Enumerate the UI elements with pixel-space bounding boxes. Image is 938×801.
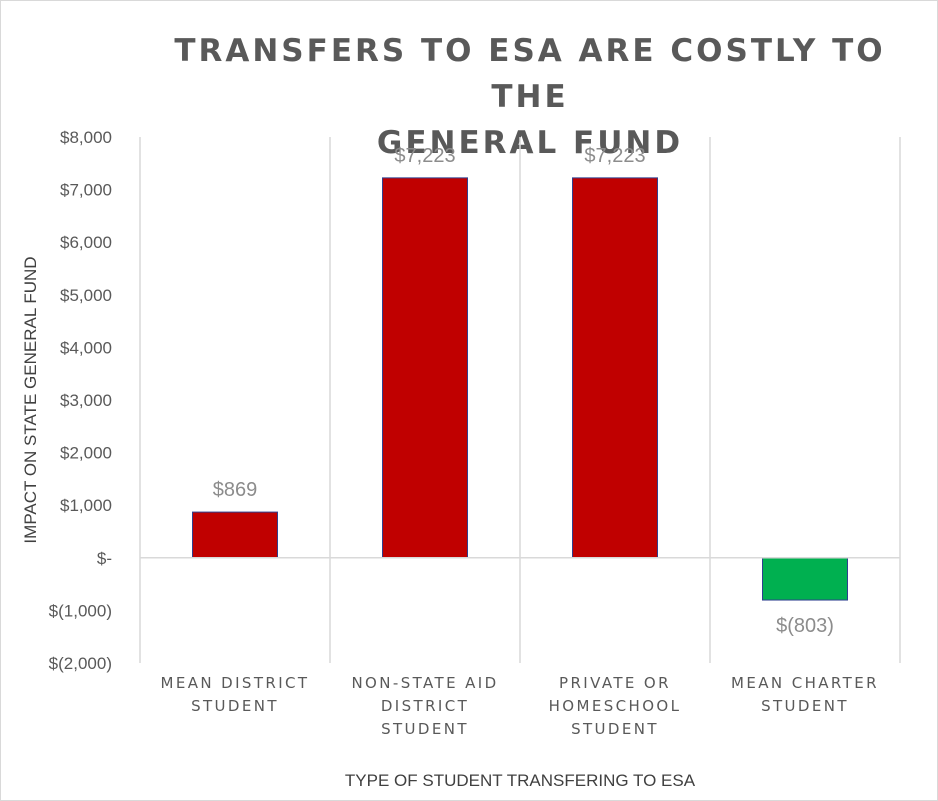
data-labels: $869 $7,223 $7,223 $(803) (213, 145, 834, 637)
category-label-line: NON-STATE AID (351, 674, 498, 692)
chart-title: TRANSFERS TO ESA ARE COSTLY TO THE GENER… (140, 28, 920, 166)
category-label-line: MEAN DISTRICT (160, 674, 309, 692)
y-tick-label: $4,000 (60, 338, 112, 357)
category-label: NON-STATE AID DISTRICT STUDENT (351, 674, 498, 738)
category-label-line: HOMESCHOOL (549, 697, 682, 715)
bar (192, 511, 278, 559)
bars (192, 177, 848, 601)
category-separators (139, 137, 901, 663)
category-labels: MEAN DISTRICT STUDENT NON-STATE AID DISTRIC… (160, 674, 879, 738)
chart-title-line-1: TRANSFERS TO ESA ARE COSTLY TO THE (174, 33, 886, 115)
y-tick-label: $8,000 (60, 128, 112, 147)
y-tick-label: $5,000 (60, 286, 112, 305)
category-label: PRIVATE OR HOMESCHOOL STUDENT (549, 674, 682, 738)
y-tick-label: $1,000 (60, 496, 112, 515)
chart-title-line-2: GENERAL FUND (376, 125, 684, 161)
bar (572, 177, 658, 559)
bar (762, 557, 848, 601)
y-tick-label: $(2,000) (49, 654, 112, 673)
y-tick-label: $(1,000) (49, 601, 112, 620)
category-label-line: PRIVATE OR (559, 674, 671, 692)
category-label-line: STUDENT (381, 720, 469, 738)
y-tick-label: $7,000 (60, 181, 112, 200)
category-label-line: STUDENT (191, 697, 279, 715)
y-tick-label: $3,000 (60, 391, 112, 410)
y-tick-labels: $8,000 $7,000 $6,000 $5,000 $4,000 $3,000 $2,0… (49, 128, 112, 673)
category-label-line: DISTRICT (381, 697, 469, 715)
data-label: $869 (213, 479, 258, 501)
category-label-line: MEAN CHARTER (731, 674, 879, 692)
x-axis-title: TYPE OF STUDENT TRANSFERING TO ESA (345, 771, 696, 790)
category-label-line: STUDENT (571, 720, 659, 738)
bar (382, 177, 468, 559)
y-tick-label: $2,000 (60, 444, 112, 463)
y-tick-label: $6,000 (60, 233, 112, 252)
data-label: $7,223 (394, 145, 455, 167)
data-label: $(803) (776, 615, 834, 637)
y-tick-label: $- (97, 549, 112, 568)
category-label: MEAN DISTRICT STUDENT (160, 674, 309, 715)
data-label: $7,223 (584, 145, 645, 167)
category-label: MEAN CHARTER STUDENT (731, 674, 879, 715)
y-axis-title: IMPACT ON STATE GENERAL FUND (21, 256, 40, 543)
category-label-line: STUDENT (761, 697, 849, 715)
